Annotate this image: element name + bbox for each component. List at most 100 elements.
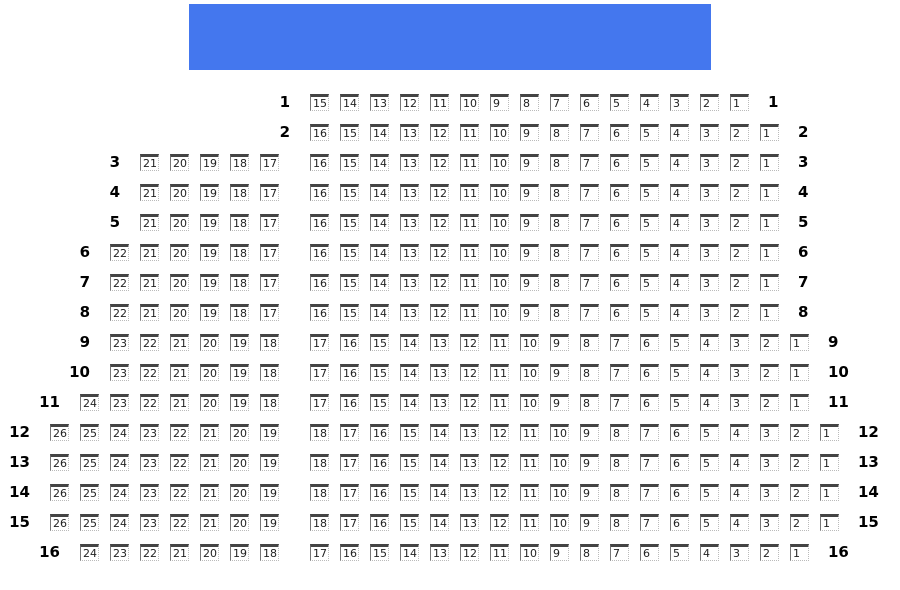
seat[interactable]: 8 (550, 184, 569, 201)
seat[interactable]: 14 (370, 154, 389, 171)
seat[interactable]: 14 (370, 274, 389, 291)
seat[interactable]: 4 (700, 544, 719, 561)
seat[interactable]: 13 (430, 544, 449, 561)
seat[interactable]: 8 (580, 364, 599, 381)
seat[interactable]: 1 (760, 214, 779, 231)
seat[interactable]: 13 (430, 394, 449, 411)
seat[interactable]: 19 (260, 424, 279, 441)
seat[interactable]: 3 (730, 334, 749, 351)
seat[interactable]: 11 (460, 214, 479, 231)
seat[interactable]: 20 (230, 454, 249, 471)
seat[interactable]: 16 (340, 364, 359, 381)
seat[interactable]: 10 (490, 304, 509, 321)
seat[interactable]: 2 (790, 454, 809, 471)
seat[interactable]: 7 (610, 364, 629, 381)
seat[interactable]: 2 (700, 94, 719, 111)
seat[interactable]: 19 (200, 184, 219, 201)
seat[interactable]: 19 (260, 484, 279, 501)
seat[interactable]: 4 (670, 274, 689, 291)
seat[interactable]: 9 (520, 274, 539, 291)
seat[interactable]: 18 (310, 484, 329, 501)
seat[interactable]: 5 (700, 484, 719, 501)
seat[interactable]: 5 (640, 244, 659, 261)
seat[interactable]: 15 (340, 214, 359, 231)
seat[interactable]: 18 (260, 334, 279, 351)
seat[interactable]: 6 (610, 244, 629, 261)
seat[interactable]: 23 (110, 394, 129, 411)
seat[interactable]: 11 (460, 124, 479, 141)
seat[interactable]: 12 (430, 124, 449, 141)
seat[interactable]: 20 (170, 184, 189, 201)
seat[interactable]: 22 (110, 244, 129, 261)
seat[interactable]: 11 (460, 304, 479, 321)
seat[interactable]: 7 (580, 244, 599, 261)
seat[interactable]: 3 (760, 454, 779, 471)
seat[interactable]: 19 (200, 274, 219, 291)
seat[interactable]: 25 (80, 424, 99, 441)
seat[interactable]: 22 (140, 394, 159, 411)
seat[interactable]: 23 (110, 334, 129, 351)
seat[interactable]: 1 (790, 334, 809, 351)
seat[interactable]: 15 (340, 274, 359, 291)
seat[interactable]: 10 (550, 454, 569, 471)
seat[interactable]: 18 (230, 304, 249, 321)
seat[interactable]: 10 (550, 424, 569, 441)
seat[interactable]: 1 (790, 364, 809, 381)
seat[interactable]: 9 (580, 484, 599, 501)
seat[interactable]: 13 (370, 94, 389, 111)
seat[interactable]: 23 (140, 514, 159, 531)
seat[interactable]: 20 (200, 394, 219, 411)
seat[interactable]: 22 (170, 454, 189, 471)
seat[interactable]: 5 (640, 274, 659, 291)
seat[interactable]: 15 (340, 154, 359, 171)
seat[interactable]: 6 (640, 394, 659, 411)
seat[interactable]: 7 (580, 184, 599, 201)
seat[interactable]: 11 (520, 424, 539, 441)
seat[interactable]: 8 (520, 94, 539, 111)
seat[interactable]: 10 (490, 274, 509, 291)
seat[interactable]: 24 (80, 394, 99, 411)
seat[interactable]: 15 (340, 244, 359, 261)
seat[interactable]: 6 (670, 424, 689, 441)
seat[interactable]: 7 (550, 94, 569, 111)
seat[interactable]: 16 (310, 244, 329, 261)
seat[interactable]: 21 (170, 544, 189, 561)
seat[interactable]: 21 (140, 244, 159, 261)
seat[interactable]: 2 (760, 364, 779, 381)
seat[interactable]: 9 (550, 364, 569, 381)
seat[interactable]: 25 (80, 514, 99, 531)
seat[interactable]: 4 (700, 364, 719, 381)
seat[interactable]: 9 (580, 424, 599, 441)
seat[interactable]: 17 (260, 304, 279, 321)
seat[interactable]: 4 (670, 184, 689, 201)
seat[interactable]: 3 (760, 424, 779, 441)
seat[interactable]: 19 (200, 214, 219, 231)
seat[interactable]: 2 (760, 544, 779, 561)
seat[interactable]: 14 (370, 184, 389, 201)
seat[interactable]: 25 (80, 454, 99, 471)
seat[interactable]: 19 (200, 154, 219, 171)
seat[interactable]: 6 (610, 124, 629, 141)
seat[interactable]: 7 (580, 154, 599, 171)
seat[interactable]: 15 (340, 304, 359, 321)
seat[interactable]: 14 (400, 364, 419, 381)
seat[interactable]: 23 (140, 484, 159, 501)
seat[interactable]: 9 (580, 454, 599, 471)
seat[interactable]: 12 (430, 184, 449, 201)
seat[interactable]: 13 (400, 184, 419, 201)
seat[interactable]: 11 (490, 334, 509, 351)
seat[interactable]: 6 (610, 214, 629, 231)
seat[interactable]: 17 (340, 514, 359, 531)
seat[interactable]: 4 (730, 514, 749, 531)
seat[interactable]: 14 (370, 214, 389, 231)
seat[interactable]: 21 (140, 214, 159, 231)
seat[interactable]: 10 (520, 334, 539, 351)
seat[interactable]: 2 (790, 514, 809, 531)
seat[interactable]: 5 (670, 364, 689, 381)
seat[interactable]: 9 (580, 514, 599, 531)
seat[interactable]: 11 (460, 184, 479, 201)
seat[interactable]: 3 (760, 484, 779, 501)
seat[interactable]: 14 (400, 544, 419, 561)
seat[interactable]: 11 (520, 484, 539, 501)
seat[interactable]: 5 (670, 394, 689, 411)
